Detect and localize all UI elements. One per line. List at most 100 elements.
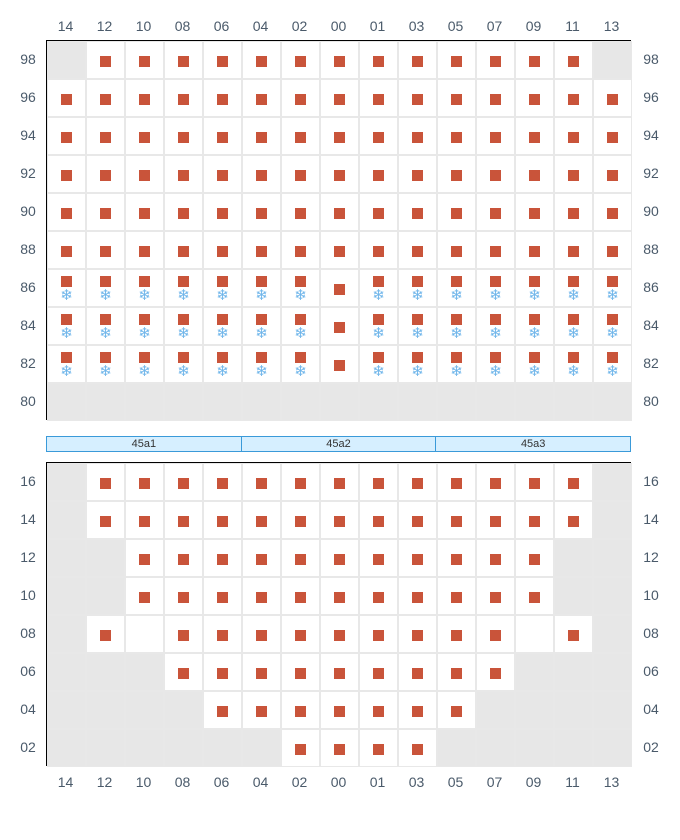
seat-cell[interactable]: ❄ xyxy=(515,345,554,383)
seat-cell[interactable] xyxy=(242,577,281,615)
seat-cell[interactable]: ❄ xyxy=(398,307,437,345)
seat-cell[interactable] xyxy=(242,539,281,577)
seat-cell[interactable] xyxy=(515,501,554,539)
seat-cell[interactable]: ❄ xyxy=(242,345,281,383)
seat-cell[interactable] xyxy=(359,501,398,539)
seat-cell[interactable] xyxy=(281,501,320,539)
seat-cell[interactable]: ❄ xyxy=(359,345,398,383)
seat-cell[interactable] xyxy=(593,117,632,155)
seat-cell[interactable] xyxy=(320,79,359,117)
seat-cell[interactable] xyxy=(164,155,203,193)
seat-cell[interactable] xyxy=(86,193,125,231)
seat-cell[interactable]: ❄ xyxy=(398,345,437,383)
seat-cell[interactable]: ❄ xyxy=(164,307,203,345)
seat-cell[interactable]: ❄ xyxy=(437,345,476,383)
seat-cell[interactable]: ❄ xyxy=(554,345,593,383)
seat-cell[interactable] xyxy=(359,615,398,653)
seat-cell[interactable] xyxy=(476,155,515,193)
seat-cell[interactable] xyxy=(281,577,320,615)
seat-cell[interactable] xyxy=(164,577,203,615)
seat-cell[interactable] xyxy=(164,539,203,577)
seat-cell[interactable] xyxy=(320,653,359,691)
seat-cell[interactable] xyxy=(164,463,203,501)
seat-cell[interactable]: ❄ xyxy=(437,307,476,345)
seat-cell[interactable] xyxy=(281,155,320,193)
seat-cell[interactable]: ❄ xyxy=(86,307,125,345)
seat-cell[interactable] xyxy=(437,463,476,501)
seat-cell[interactable]: ❄ xyxy=(164,345,203,383)
seat-cell[interactable]: ❄ xyxy=(47,269,86,307)
seat-cell[interactable] xyxy=(86,615,125,653)
seat-cell[interactable] xyxy=(437,653,476,691)
seat-cell[interactable] xyxy=(554,463,593,501)
seat-cell[interactable] xyxy=(125,79,164,117)
seat-cell[interactable] xyxy=(476,539,515,577)
seat-cell[interactable]: ❄ xyxy=(515,269,554,307)
seat-cell[interactable]: ❄ xyxy=(554,307,593,345)
seat-cell[interactable] xyxy=(47,117,86,155)
seat-cell[interactable]: ❄ xyxy=(125,345,164,383)
seat-cell[interactable]: ❄ xyxy=(359,269,398,307)
seat-cell[interactable] xyxy=(164,79,203,117)
seat-cell[interactable] xyxy=(593,79,632,117)
seat-cell[interactable] xyxy=(320,269,359,307)
seat-cell[interactable] xyxy=(398,653,437,691)
seat-cell[interactable] xyxy=(359,729,398,767)
seat-cell[interactable] xyxy=(515,117,554,155)
seat-cell[interactable] xyxy=(398,231,437,269)
seat-cell[interactable] xyxy=(47,231,86,269)
seat-cell[interactable]: ❄ xyxy=(203,345,242,383)
seat-cell[interactable] xyxy=(476,79,515,117)
seat-cell[interactable] xyxy=(203,691,242,729)
seat-cell[interactable] xyxy=(242,691,281,729)
seat-cell[interactable] xyxy=(86,231,125,269)
seat-cell[interactable] xyxy=(281,231,320,269)
seat-cell[interactable] xyxy=(398,117,437,155)
seat-cell[interactable] xyxy=(593,155,632,193)
seat-cell[interactable] xyxy=(359,117,398,155)
seat-cell[interactable] xyxy=(359,79,398,117)
seat-cell[interactable] xyxy=(437,41,476,79)
seat-cell[interactable] xyxy=(359,231,398,269)
seat-cell[interactable] xyxy=(398,155,437,193)
seat-cell[interactable]: ❄ xyxy=(164,269,203,307)
seat-cell[interactable] xyxy=(164,41,203,79)
seat-cell[interactable] xyxy=(398,539,437,577)
seat-cell[interactable] xyxy=(359,41,398,79)
seat-cell[interactable] xyxy=(398,463,437,501)
seat-cell[interactable] xyxy=(398,729,437,767)
seat-cell[interactable] xyxy=(320,463,359,501)
seat-cell[interactable]: ❄ xyxy=(398,269,437,307)
seat-cell[interactable] xyxy=(125,539,164,577)
seat-cell[interactable] xyxy=(554,79,593,117)
seat-cell[interactable] xyxy=(398,193,437,231)
seat-cell[interactable] xyxy=(437,117,476,155)
seat-cell[interactable]: ❄ xyxy=(281,307,320,345)
seat-cell[interactable]: ❄ xyxy=(281,345,320,383)
seat-cell[interactable] xyxy=(398,79,437,117)
seat-cell[interactable] xyxy=(281,41,320,79)
seat-cell[interactable] xyxy=(86,463,125,501)
seat-cell[interactable] xyxy=(125,463,164,501)
seat-cell[interactable]: ❄ xyxy=(242,307,281,345)
seat-cell[interactable] xyxy=(320,539,359,577)
seat-cell[interactable] xyxy=(320,193,359,231)
seat-cell[interactable] xyxy=(437,155,476,193)
seat-cell[interactable]: ❄ xyxy=(125,307,164,345)
seat-cell[interactable] xyxy=(281,615,320,653)
seat-cell[interactable] xyxy=(320,729,359,767)
seat-cell[interactable] xyxy=(86,41,125,79)
seat-cell[interactable] xyxy=(554,193,593,231)
seat-cell[interactable] xyxy=(47,79,86,117)
seat-cell[interactable]: ❄ xyxy=(47,345,86,383)
seat-cell[interactable] xyxy=(242,117,281,155)
seat-cell[interactable] xyxy=(164,615,203,653)
seat-cell[interactable] xyxy=(203,577,242,615)
seat-cell[interactable] xyxy=(203,539,242,577)
seat-cell[interactable] xyxy=(593,231,632,269)
seat-cell[interactable] xyxy=(47,155,86,193)
seat-cell[interactable] xyxy=(281,539,320,577)
seat-cell[interactable] xyxy=(437,193,476,231)
seat-cell[interactable]: ❄ xyxy=(476,345,515,383)
seat-cell[interactable] xyxy=(515,231,554,269)
